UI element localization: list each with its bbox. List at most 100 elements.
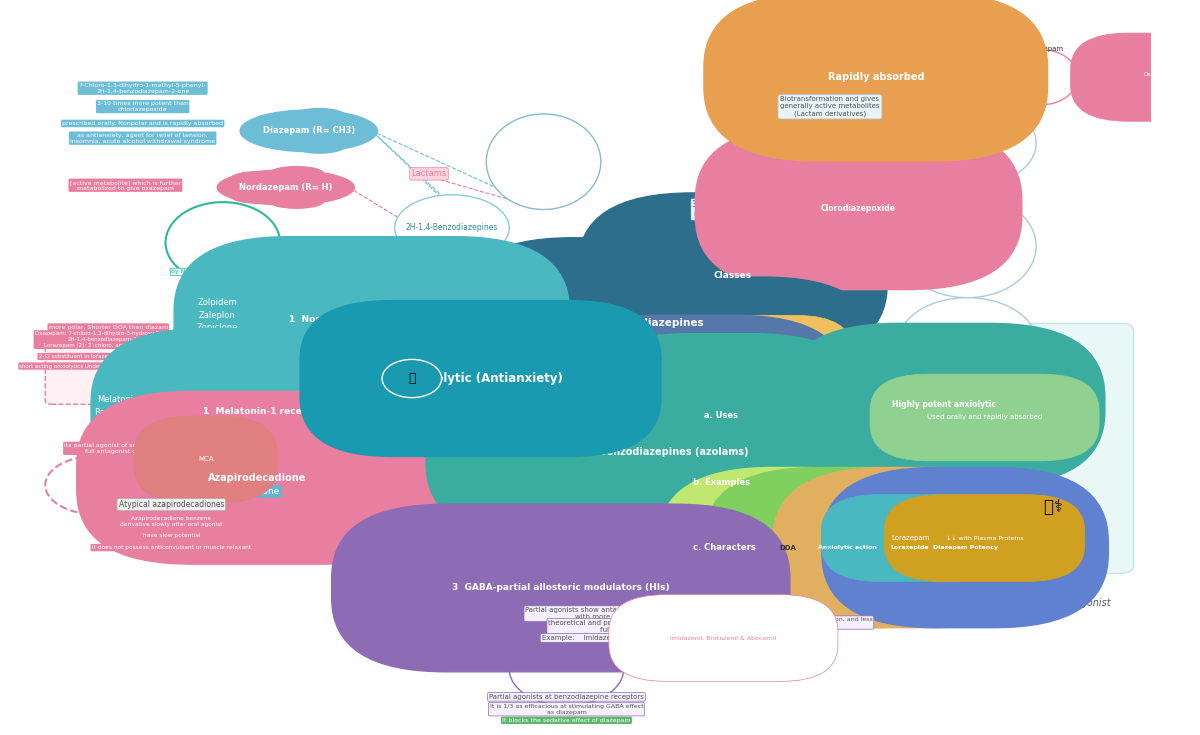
- FancyBboxPatch shape: [578, 193, 887, 358]
- Text: 3H 1,4-Benzodiazepines
(Not lactam derivative): 3H 1,4-Benzodiazepines (Not lactam deriv…: [692, 200, 785, 219]
- Ellipse shape: [346, 265, 394, 281]
- Text: Rapidly absorbed: Rapidly absorbed: [828, 72, 924, 82]
- Ellipse shape: [292, 179, 349, 196]
- Ellipse shape: [899, 99, 1036, 187]
- FancyBboxPatch shape: [575, 334, 868, 497]
- Ellipse shape: [379, 321, 428, 339]
- Text: MOA: MOA: [684, 392, 706, 401]
- FancyBboxPatch shape: [821, 495, 998, 581]
- Ellipse shape: [268, 166, 325, 182]
- Ellipse shape: [300, 243, 420, 279]
- FancyBboxPatch shape: [870, 374, 1099, 461]
- FancyBboxPatch shape: [426, 367, 878, 538]
- Text: Lorazepam: Lorazepam: [890, 535, 929, 541]
- Text: Anxiolytic action: Anxiolytic action: [817, 545, 876, 550]
- Text: Zopiclone: Zopiclone: [197, 323, 238, 332]
- Ellipse shape: [229, 187, 286, 204]
- Ellipse shape: [920, 50, 991, 104]
- Text: Buspirone: Buspirone: [234, 487, 280, 496]
- FancyBboxPatch shape: [695, 126, 1022, 290]
- Text: 1,4-Benzodiazepines
a) 3H 1,4-Benzodiazepines
b) 2H 1,4-Benzodiazepines: 1,4-Benzodiazepines a) 3H 1,4-Benzodiaze…: [841, 256, 943, 285]
- Ellipse shape: [346, 326, 395, 343]
- Text: 1,5-Benzodiazepines: 1,5-Benzodiazepines: [658, 356, 755, 365]
- Text: Diazepam (R= CH3): Diazepam (R= CH3): [263, 126, 355, 135]
- Text: Clorodiazepoxide: Clorodiazepoxide: [821, 204, 896, 212]
- FancyBboxPatch shape: [91, 329, 515, 495]
- Ellipse shape: [292, 108, 348, 127]
- FancyBboxPatch shape: [534, 277, 878, 443]
- Text: Short DOA: Short DOA: [268, 282, 304, 287]
- FancyBboxPatch shape: [773, 467, 1048, 628]
- Text: Zolpidem: Zolpidem: [197, 298, 236, 307]
- Text: Azapirodecadione: Azapirodecadione: [208, 473, 306, 483]
- Text: Directly effective as anxiolytic sedative hypnotic agents: Directly effective as anxiolytic sedativ…: [743, 410, 940, 416]
- FancyBboxPatch shape: [457, 237, 835, 409]
- Ellipse shape: [229, 171, 286, 187]
- Text: Highly potent anxiolytic: Highly potent anxiolytic: [893, 400, 996, 409]
- Text: prescribed orally. Nonpolar and is rapidly absorbed: prescribed orally. Nonpolar and is rapid…: [62, 121, 223, 126]
- Ellipse shape: [241, 333, 300, 351]
- Ellipse shape: [312, 260, 360, 276]
- Text: Zaleplon: Zaleplon: [199, 310, 235, 320]
- FancyArrowPatch shape: [454, 230, 484, 360]
- Text: 3  GABA-partial allosteric modulators (HIs): 3 GABA-partial allosteric modulators (HI…: [452, 584, 670, 592]
- FancyBboxPatch shape: [704, 467, 990, 628]
- Ellipse shape: [175, 324, 235, 342]
- FancyBboxPatch shape: [134, 416, 277, 503]
- Ellipse shape: [1086, 50, 1158, 104]
- Ellipse shape: [379, 345, 428, 362]
- Text: theoretical and practical advantages over
full agonists: theoretical and practical advantages ove…: [548, 620, 695, 633]
- Text: 1  Non benzodiazepine (Z-drugs): 1 Non benzodiazepine (Z-drugs): [289, 315, 455, 324]
- Text: ↓↓ with Plasma Proteins: ↓↓ with Plasma Proteins: [946, 536, 1024, 540]
- FancyBboxPatch shape: [608, 595, 838, 681]
- Text: Used orally and rapidly absorbed: Used orally and rapidly absorbed: [926, 415, 1043, 420]
- FancyBboxPatch shape: [572, 466, 876, 629]
- Ellipse shape: [346, 340, 395, 358]
- Text: (1)          (2): (1) (2): [121, 368, 164, 375]
- Circle shape: [382, 359, 442, 398]
- Text: Imidazolobenzodiazepine derivative: Imidazolobenzodiazepine derivative: [882, 497, 1007, 503]
- FancyBboxPatch shape: [331, 504, 790, 672]
- Text: Azapirodecadione benzene
derivative slowly after oral agonist: Azapirodecadione benzene derivative slow…: [120, 517, 222, 527]
- Text: Imidazenil, Bretazenil & Abecarnil: Imidazenil, Bretazenil & Abecarnil: [671, 636, 776, 640]
- Text: It blocks the sedative effect of diazepam: It blocks the sedative effect of diazepa…: [503, 718, 631, 723]
- Ellipse shape: [162, 322, 307, 362]
- Text: It is 1/3 as efficacious at stimulating GABA effect
as diazepam: It is 1/3 as efficacious at stimulating …: [490, 704, 643, 714]
- Text: more polar, Shorter DOA than diazam: more polar, Shorter DOA than diazam: [49, 325, 168, 329]
- FancyBboxPatch shape: [1070, 33, 1200, 121]
- FancyBboxPatch shape: [606, 323, 1134, 573]
- FancyBboxPatch shape: [300, 301, 661, 456]
- Text: Modification to partial agonist: Modification to partial agonist: [964, 598, 1110, 608]
- FancyBboxPatch shape: [704, 0, 1048, 161]
- Text: Nordazepam (R= H): Nordazepam (R= H): [239, 183, 332, 192]
- Text: MCA: MCA: [198, 456, 214, 462]
- Ellipse shape: [486, 114, 601, 209]
- Text: c. Characters: c. Characters: [694, 543, 756, 552]
- Text: (1)Oxazepam, (2)Lorazepam: (1)Oxazepam, (2)Lorazepam: [173, 337, 295, 346]
- Ellipse shape: [400, 333, 449, 351]
- Ellipse shape: [268, 193, 325, 209]
- Text: Biotransformation and gives
generally active metabolites
(Lactam derivatives): Biotransformation and gives generally ac…: [780, 96, 880, 117]
- Text: 2-Cl substituent in lorazepam increases its activity: 2-Cl substituent in lorazepam increases …: [38, 354, 178, 359]
- FancyBboxPatch shape: [77, 392, 438, 564]
- Text: quazepam: quazepam: [332, 256, 389, 266]
- Text: Inactive: Inactive: [758, 357, 786, 363]
- Text: Nordazepam: Nordazepam: [1020, 46, 1064, 52]
- FancyBboxPatch shape: [884, 495, 1085, 581]
- Ellipse shape: [216, 169, 355, 206]
- FancyBboxPatch shape: [784, 323, 1105, 485]
- Text: 2  Azolobenzodiazepines (azolams): 2 Azolobenzodiazepines (azolams): [556, 447, 749, 457]
- Text: Midazolam: Midazolam: [780, 495, 834, 504]
- Text: Alprazolam: Alprazolam: [779, 392, 835, 401]
- Text: 7-Chloro-1,3-dihydro-1-methyl-5-phenyl-
2H-1,4-benzodiazepam-2-one: 7-Chloro-1,3-dihydro-1-methyl-5-phenyl- …: [79, 83, 206, 93]
- Ellipse shape: [252, 129, 310, 148]
- Ellipse shape: [166, 202, 280, 283]
- Text: Partial agonists at benzodiazepine receptors: Partial agonists at benzodiazepine recep…: [490, 694, 644, 700]
- FancyBboxPatch shape: [572, 401, 870, 564]
- FancyArrowPatch shape: [678, 532, 1091, 601]
- Ellipse shape: [252, 113, 310, 132]
- Text: R

⬡
⬡: R ⬡ ⬡: [965, 130, 971, 157]
- Ellipse shape: [175, 342, 235, 359]
- Text: 1  Benzodiazepines: 1 Benzodiazepines: [590, 318, 703, 329]
- Text: 2H-1,4-Benzodiazepines: 2H-1,4-Benzodiazepines: [406, 223, 498, 232]
